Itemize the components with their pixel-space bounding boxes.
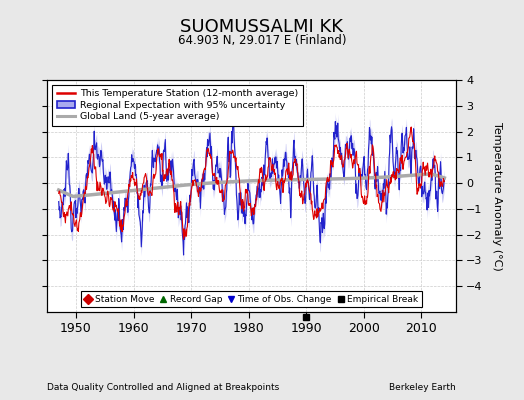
Text: Berkeley Earth: Berkeley Earth	[389, 383, 456, 392]
Text: Data Quality Controlled and Aligned at Breakpoints: Data Quality Controlled and Aligned at B…	[47, 383, 279, 392]
Text: SUOMUSSALMI KK: SUOMUSSALMI KK	[180, 18, 344, 36]
Text: 64.903 N, 29.017 E (Finland): 64.903 N, 29.017 E (Finland)	[178, 34, 346, 47]
Y-axis label: Temperature Anomaly (°C): Temperature Anomaly (°C)	[492, 122, 502, 270]
Legend: Station Move, Record Gap, Time of Obs. Change, Empirical Break: Station Move, Record Gap, Time of Obs. C…	[81, 291, 422, 308]
